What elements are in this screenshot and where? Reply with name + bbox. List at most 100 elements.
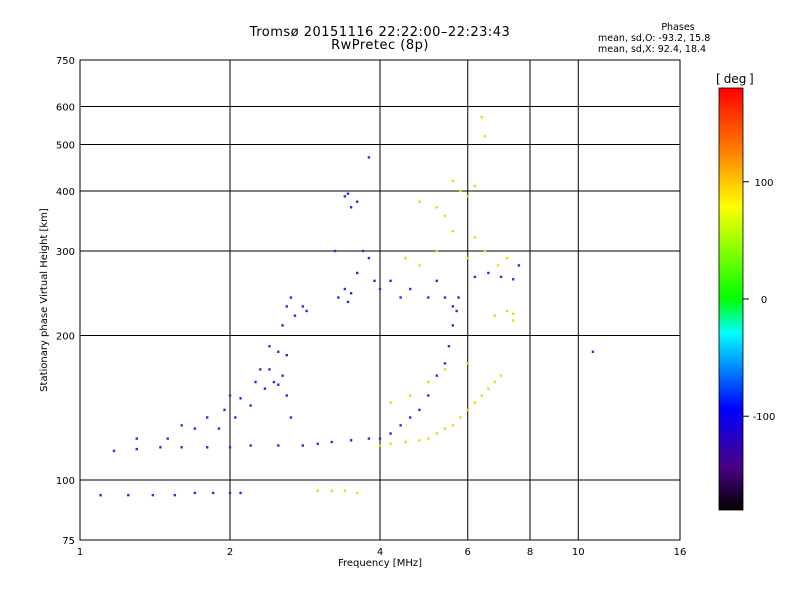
echo-point-o (349, 292, 353, 295)
colorbar-tick-label: -100 (753, 412, 776, 423)
grid-lines (80, 60, 680, 540)
echo-point-o (435, 279, 438, 283)
echo-points (99, 116, 595, 497)
echo-point-x (451, 424, 455, 427)
echo-point-o (367, 156, 371, 159)
echo-point-o (289, 296, 293, 299)
echo-point-x (443, 427, 447, 430)
x-tick-label: 10 (572, 547, 585, 558)
echo-point-o (205, 446, 209, 449)
echo-point-o (305, 309, 308, 313)
echo-point-x (466, 195, 469, 198)
y-tick-label: 500 (56, 141, 75, 152)
echo-point-x (480, 116, 483, 119)
echo-point-o (435, 374, 438, 377)
echo-point-o (289, 416, 293, 419)
echo-point-x (435, 432, 438, 435)
colorbar-unit-label: deg (724, 72, 747, 86)
echo-point-o (249, 444, 252, 447)
echo-point-o (443, 296, 447, 299)
echo-point-o (234, 416, 237, 419)
echo-point-o (259, 368, 262, 371)
colorbar-unit-bracket-left: [ (716, 72, 721, 86)
chart-title-line-1: Tromsø 20151116 22:22:00–22:23:43 (249, 25, 511, 40)
phase-statistics: Phases mean, sd,O: -93.2, 15.8 mean, sd,… (598, 22, 748, 55)
echo-point-o (427, 394, 430, 397)
echo-point-o (254, 380, 257, 384)
echo-point-o (361, 249, 365, 253)
echo-point-x (443, 214, 447, 218)
echo-point-o (263, 387, 267, 390)
colorbar (718, 87, 744, 511)
echo-point-x (451, 229, 455, 233)
echo-point-x (418, 264, 421, 267)
x-tick-label: 8 (527, 547, 533, 558)
echo-point-o (330, 440, 333, 444)
echo-point-x (466, 362, 469, 365)
echo-point-o (389, 279, 392, 283)
y-tick-label: 300 (56, 247, 75, 258)
echo-point-x (493, 314, 497, 317)
colorbar-ticks: 100 0 -100 (743, 178, 775, 423)
echo-point-o (346, 300, 350, 304)
echo-point-o (399, 296, 402, 299)
echo-point-o (373, 279, 376, 283)
echo-point-x (418, 439, 421, 442)
echo-point-o (159, 446, 162, 449)
echo-point-o (473, 275, 477, 279)
echo-point-o (166, 437, 169, 440)
echo-point-x (459, 189, 462, 193)
echo-point-o (135, 447, 138, 451)
echo-point-o (281, 374, 284, 377)
x-tick-label: 2 (227, 547, 233, 558)
y-tick-label: 200 (56, 332, 75, 343)
echo-point-x (505, 309, 509, 313)
echo-point-o (451, 305, 455, 308)
echo-point-x (473, 236, 477, 239)
echo-point-o (457, 296, 460, 299)
echo-point-o (316, 442, 319, 445)
y-tick-label: 600 (56, 103, 75, 114)
echo-point-o (517, 264, 521, 267)
echo-point-x (459, 416, 462, 419)
echo-point-x (378, 444, 382, 447)
echo-point-o (455, 309, 458, 313)
echo-point-o (591, 350, 595, 353)
echo-point-o (193, 427, 197, 430)
echo-point-x (493, 380, 497, 384)
x-tick-label: 16 (674, 547, 687, 558)
echo-point-o (249, 404, 252, 407)
chart-title: Tromsø 20151116 22:22:00–22:23:43 RwPret… (200, 26, 560, 52)
echo-point-o (301, 444, 305, 447)
echo-point-o (427, 296, 430, 299)
echo-point-x (451, 179, 455, 183)
echo-point-o (367, 437, 371, 440)
echo-point-x (483, 135, 487, 138)
echo-point-o (293, 314, 297, 317)
echo-point-o (193, 491, 197, 495)
echo-point-o (367, 256, 371, 260)
echo-point-x (409, 394, 412, 397)
echo-point-o (511, 278, 515, 281)
echo-point-o (349, 439, 353, 442)
echo-point-x (389, 442, 392, 445)
echo-point-o (205, 416, 209, 419)
echo-point-x (496, 264, 500, 267)
x-tick-label: 1 (77, 547, 83, 558)
echo-point-x (443, 368, 447, 371)
y-tick-label: 750 (56, 56, 75, 67)
echo-point-o (418, 408, 421, 412)
echo-point-x (418, 200, 421, 203)
echo-point-x (511, 312, 515, 315)
y-axis-label: Stationary phase Virtual Height [km] (39, 208, 50, 392)
echo-point-x (343, 489, 347, 492)
echo-point-o (180, 424, 183, 427)
echo-point-o (281, 324, 284, 327)
echo-point-x (355, 491, 359, 495)
echo-point-x (487, 387, 490, 390)
echo-point-o (355, 200, 359, 203)
x-tick-label: 4 (377, 547, 383, 558)
echo-point-x (483, 249, 487, 253)
echo-point-x (316, 489, 319, 492)
echo-point-o (112, 449, 116, 453)
